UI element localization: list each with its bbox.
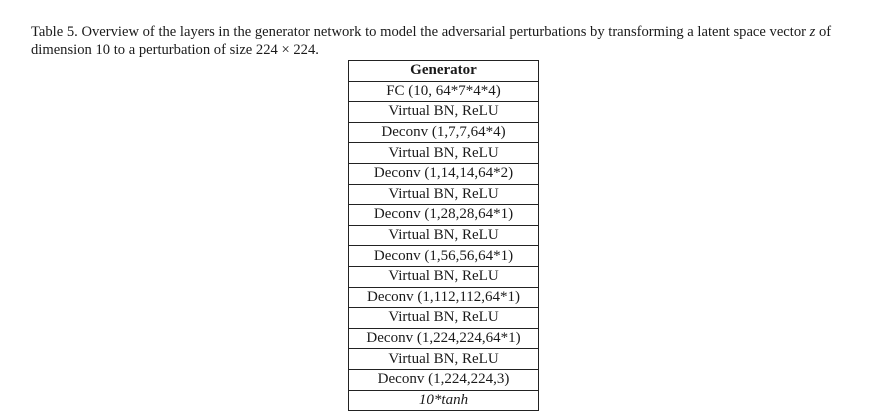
layer-cell: Virtual BN, ReLU bbox=[348, 142, 539, 164]
layer-cell: Deconv (1,7,7,64*4) bbox=[348, 121, 539, 144]
layer-cell: Deconv (1,28,28,64*1) bbox=[348, 204, 539, 226]
table-header-row: Generator bbox=[348, 60, 539, 82]
caption-text-before: Table 5. Overview of the layers in the g… bbox=[31, 24, 810, 40]
layer-cell: Virtual BN, ReLU bbox=[348, 265, 539, 288]
table-body: FC (10, 64*7*4*4) Virtual BN, ReLU Deconv … bbox=[348, 80, 539, 412]
layer-cell: Deconv (1,14,14,64*2) bbox=[348, 162, 539, 185]
table-caption: Table 5. Overview of the layers in the g… bbox=[31, 23, 861, 59]
layer-cell: Deconv (1,112,112,64*1) bbox=[348, 286, 539, 309]
layer-cell: Virtual BN, ReLU bbox=[348, 101, 539, 123]
table-row: Virtual BN, ReLU bbox=[348, 101, 539, 123]
generator-layers-table: Generator FC (10, 64*7*4*4) Virtual BN, R… bbox=[348, 60, 539, 412]
layer-cell: Virtual BN, ReLU bbox=[348, 307, 539, 329]
table-row: FC (10, 64*7*4*4) bbox=[348, 80, 539, 103]
table-header-generator: Generator bbox=[348, 60, 539, 82]
table-row: Virtual BN, ReLU bbox=[348, 348, 539, 370]
table-row: Deconv (1,112,112,64*1) bbox=[348, 286, 539, 309]
table-row: Deconv (1,56,56,64*1) bbox=[348, 245, 539, 267]
layer-cell: Deconv (1,56,56,64*1) bbox=[348, 245, 539, 267]
caption-variable: z bbox=[809, 24, 816, 40]
layer-cell: Deconv (1,224,224,64*1) bbox=[348, 327, 539, 350]
table-row: Deconv (1,14,14,64*2) bbox=[348, 162, 539, 185]
layer-cell: Virtual BN, ReLU bbox=[348, 183, 539, 206]
table-row: Deconv (1,224,224,64*1) bbox=[348, 327, 539, 350]
table-row: Deconv (1,28,28,64*1) bbox=[348, 204, 539, 226]
table-row: Virtual BN, ReLU bbox=[348, 183, 539, 206]
layer-cell: 10*tanh bbox=[348, 389, 539, 412]
table-row: Deconv (1,224,224,3) bbox=[348, 368, 539, 391]
table-row: Virtual BN, ReLU bbox=[348, 265, 539, 288]
table-row: Deconv (1,7,7,64*4) bbox=[348, 121, 539, 144]
layer-cell: Virtual BN, ReLU bbox=[348, 348, 539, 370]
table-row: Virtual BN, ReLU bbox=[348, 142, 539, 164]
table-row: Virtual BN, ReLU bbox=[348, 307, 539, 329]
layer-cell: Virtual BN, ReLU bbox=[348, 224, 539, 247]
caption-text-after: of dimension 10 to a perturbation of siz… bbox=[31, 24, 832, 58]
layer-cell: Deconv (1,224,224,3) bbox=[348, 368, 539, 391]
layer-cell: FC (10, 64*7*4*4) bbox=[348, 80, 539, 103]
table-row: 10*tanh bbox=[348, 389, 539, 412]
table-row: Virtual BN, ReLU bbox=[348, 224, 539, 247]
